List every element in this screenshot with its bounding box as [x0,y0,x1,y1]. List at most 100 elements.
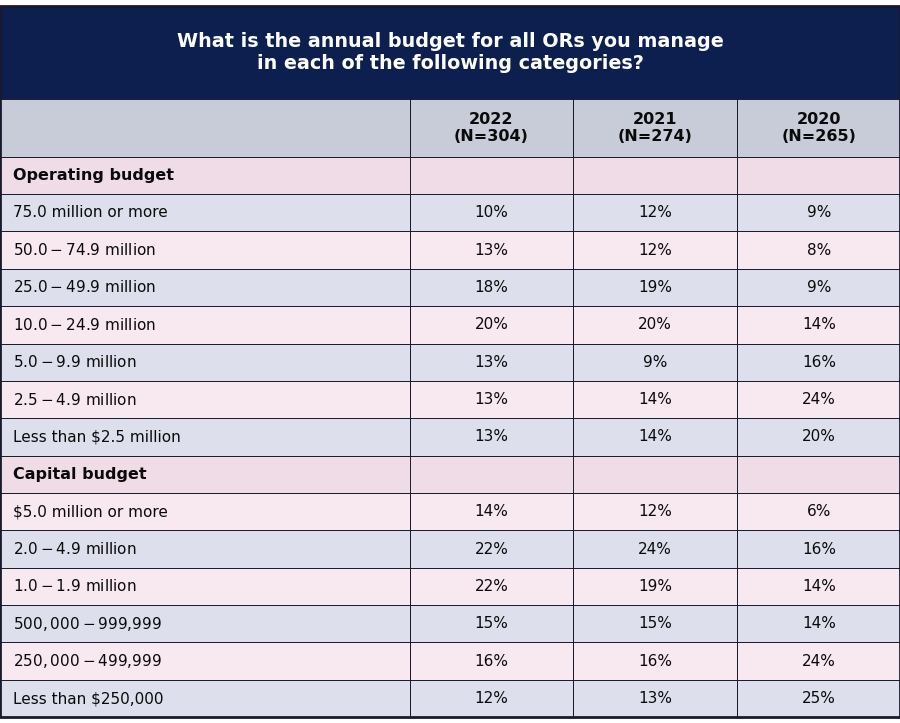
Text: 8%: 8% [807,243,831,257]
Bar [737,343,900,381]
Bar [0,455,900,493]
Bar [737,231,900,269]
Text: 20%: 20% [474,317,508,333]
Bar [737,194,900,231]
Text: 22%: 22% [474,542,508,557]
Text: 13%: 13% [638,691,672,706]
Bar [0,381,410,419]
Bar [737,531,900,568]
Text: 15%: 15% [474,616,508,631]
Bar [573,568,737,605]
Text: $10.0-$24.9 million: $10.0-$24.9 million [13,317,156,333]
Bar [0,568,410,605]
Text: 2020
(N=265): 2020 (N=265) [781,112,857,144]
Bar [573,269,737,306]
Bar [737,680,900,717]
Bar [0,343,410,381]
Bar [737,643,900,680]
Text: $1.0-$1.9 million: $1.0-$1.9 million [13,578,136,594]
Text: 14%: 14% [802,579,836,594]
Text: 14%: 14% [802,317,836,333]
Bar [573,343,737,381]
Text: 24%: 24% [638,542,672,557]
Text: $5.0 million or more: $5.0 million or more [13,504,167,519]
Text: 16%: 16% [802,542,836,557]
Bar [410,343,573,381]
Text: 24%: 24% [802,654,836,669]
Bar [737,269,900,306]
Text: 24%: 24% [802,392,836,407]
Bar [573,493,737,531]
Bar [0,643,410,680]
Bar [410,306,573,343]
Text: 16%: 16% [474,654,508,669]
Text: 12%: 12% [474,691,508,706]
Text: 20%: 20% [638,317,672,333]
Text: 13%: 13% [474,429,508,445]
Text: 16%: 16% [802,355,836,369]
Bar [573,306,737,343]
Bar [0,419,410,455]
Bar [573,381,737,419]
Bar [0,99,410,157]
Bar [410,269,573,306]
Text: 14%: 14% [638,429,672,445]
Bar [0,231,410,269]
Bar [737,568,900,605]
Bar [0,194,410,231]
Bar [410,680,573,717]
Text: $500,000-$999,999: $500,000-$999,999 [13,615,161,633]
Bar [573,231,737,269]
Text: 75.0 million or more: 75.0 million or more [13,205,167,221]
Text: 12%: 12% [638,243,672,257]
Text: $50.0-$74.9 million: $50.0-$74.9 million [13,242,156,258]
Bar [737,381,900,419]
Text: $5.0-$9.9 million: $5.0-$9.9 million [13,354,136,370]
Bar [410,231,573,269]
Bar [737,605,900,643]
Text: $25.0-$49.9 million: $25.0-$49.9 million [13,280,156,296]
Bar [410,643,573,680]
Text: 9%: 9% [806,280,832,295]
Bar [573,419,737,455]
Bar [0,531,410,568]
Bar [0,306,410,343]
Bar [410,194,573,231]
Bar [737,306,900,343]
Text: 9%: 9% [643,355,668,369]
Text: Less than $250,000: Less than $250,000 [13,691,163,706]
Bar [410,493,573,531]
Bar [573,194,737,231]
Bar [0,269,410,306]
Text: Capital budget: Capital budget [13,467,146,482]
Bar [573,643,737,680]
Text: 13%: 13% [474,243,508,257]
Text: 14%: 14% [802,616,836,631]
Text: 19%: 19% [638,579,672,594]
Text: What is the annual budget for all ORs you manage
in each of the following catego: What is the annual budget for all ORs yo… [176,32,724,73]
Bar [0,680,410,717]
Bar [410,531,573,568]
Bar [0,605,410,643]
Bar [573,680,737,717]
Text: 18%: 18% [474,280,508,295]
Bar [573,531,737,568]
Text: 12%: 12% [638,205,672,221]
Text: 20%: 20% [802,429,836,445]
Text: 2021
(N=274): 2021 (N=274) [617,112,693,144]
Bar [573,99,737,157]
Text: 13%: 13% [474,392,508,407]
Bar [410,419,573,455]
Text: 12%: 12% [638,504,672,519]
Text: 6%: 6% [806,504,832,519]
Text: 19%: 19% [638,280,672,295]
Text: Less than $2.5 million: Less than $2.5 million [13,429,180,445]
Bar [737,419,900,455]
Text: 2022
(N=304): 2022 (N=304) [454,112,529,144]
Bar [573,605,737,643]
Text: 10%: 10% [474,205,508,221]
Bar [0,493,410,531]
Text: $250,000-$499,999: $250,000-$499,999 [13,652,161,670]
Text: 25%: 25% [802,691,836,706]
Text: 15%: 15% [638,616,672,631]
